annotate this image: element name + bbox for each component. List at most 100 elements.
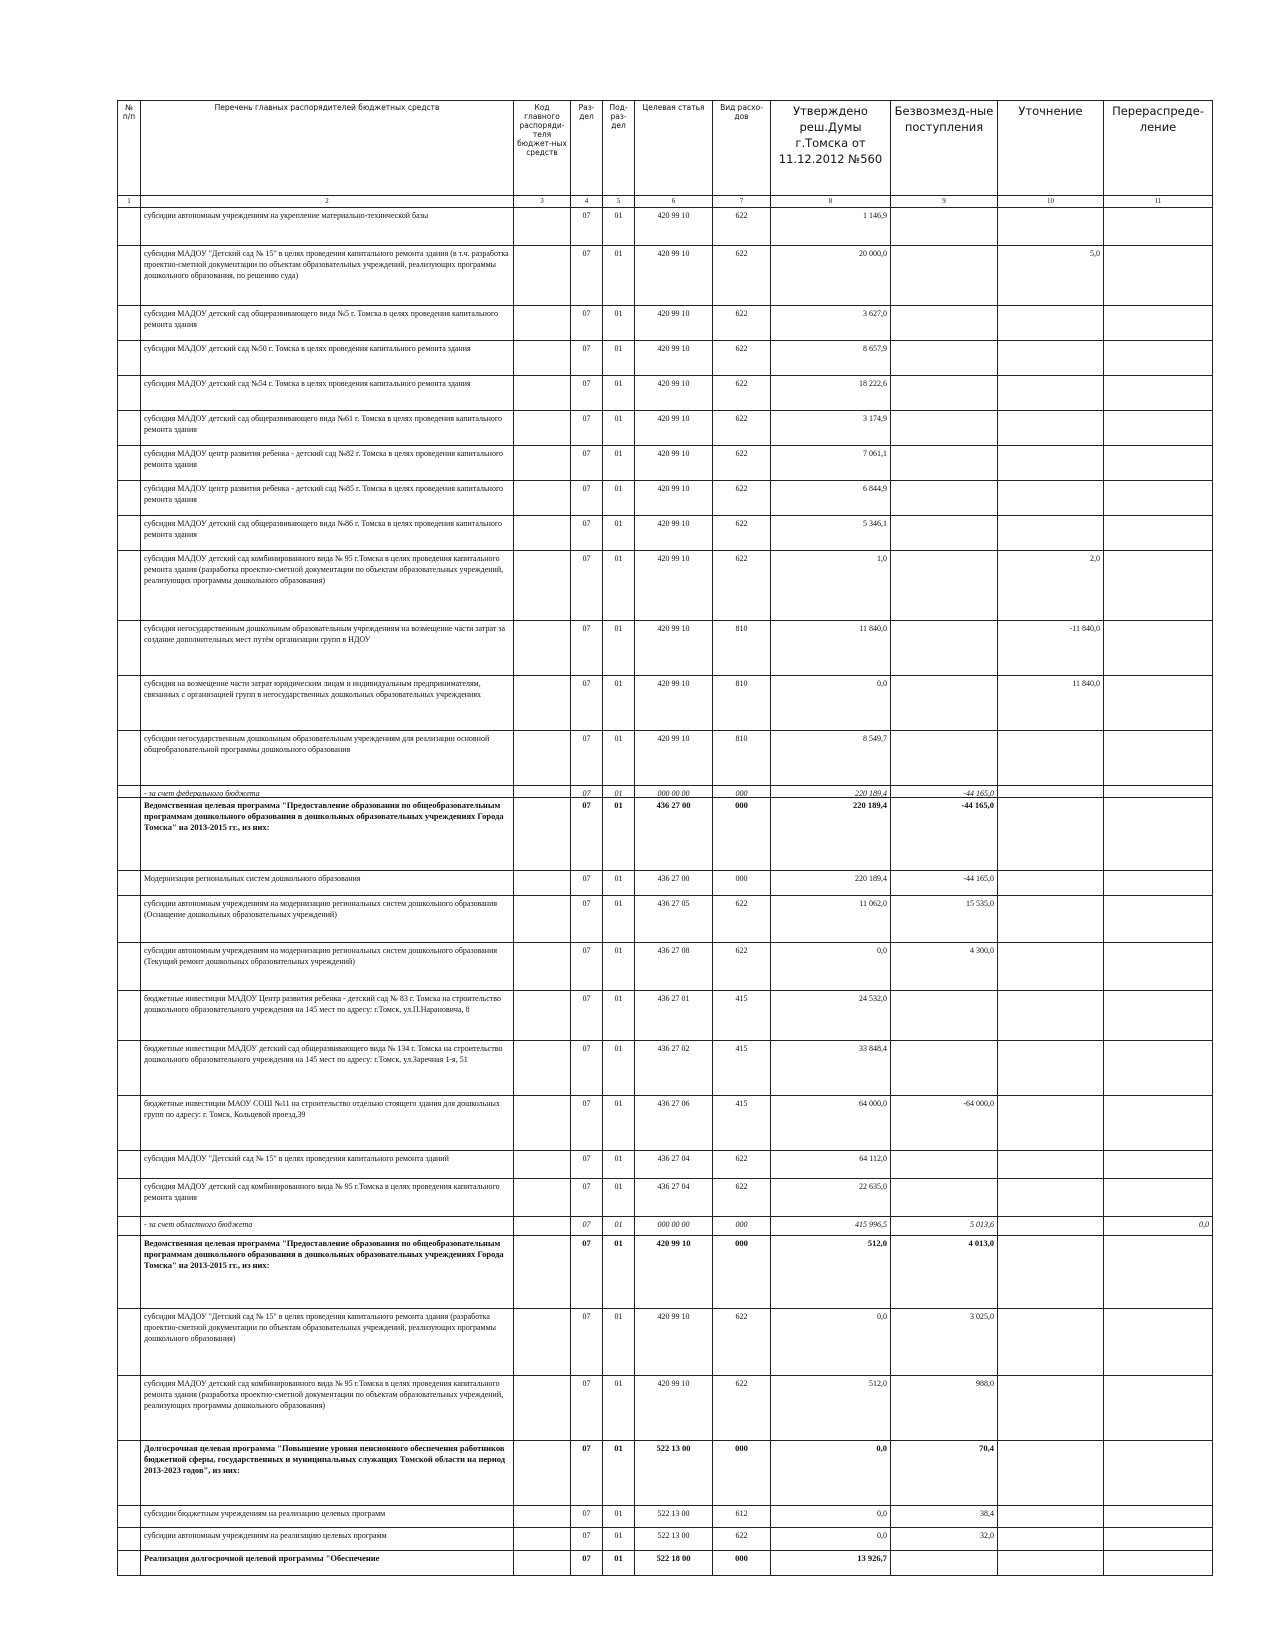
empty-cell bbox=[890, 730, 998, 786]
empty-cell bbox=[117, 990, 141, 1041]
empty-cell bbox=[117, 1150, 141, 1179]
cell-value: 436 27 02 bbox=[634, 1040, 713, 1096]
cell-value: 522 18 00 bbox=[634, 1550, 713, 1576]
cell-value: 01 bbox=[602, 1178, 635, 1217]
cell-value: 5,0 bbox=[997, 245, 1104, 306]
empty-cell bbox=[997, 445, 1104, 481]
cell-value: 01 bbox=[602, 990, 635, 1041]
cell-value: 01 bbox=[602, 1308, 635, 1376]
cell-value: 13 926,7 bbox=[770, 1550, 891, 1576]
empty-cell bbox=[513, 895, 571, 943]
cell-value: 622 bbox=[712, 550, 771, 621]
cell-value: 07 bbox=[570, 1550, 603, 1576]
cell-value: 000 00 00 bbox=[634, 1216, 713, 1236]
column-header: Перечень главных распорядителей бюджетны… bbox=[140, 100, 514, 196]
column-header: Перераспреде-ление bbox=[1103, 100, 1213, 196]
cell-value: 0,0 bbox=[770, 1527, 891, 1551]
cell-value: 11 840,0 bbox=[997, 675, 1104, 731]
empty-cell bbox=[890, 1040, 998, 1096]
empty-cell bbox=[997, 1527, 1104, 1551]
empty-cell bbox=[117, 207, 141, 246]
row-name: субсидия МАДОУ детский сад комбинированн… bbox=[140, 1375, 514, 1441]
cell-value: 4 300,0 bbox=[890, 942, 998, 991]
cell-value: 01 bbox=[602, 207, 635, 246]
empty-cell bbox=[1103, 207, 1213, 246]
empty-cell bbox=[117, 675, 141, 731]
row-name: субсидии автономным учреждениям на модер… bbox=[140, 942, 514, 991]
cell-value: 522 13 00 bbox=[634, 1440, 713, 1506]
cell-value: 220 189,4 bbox=[770, 797, 891, 871]
empty-cell bbox=[513, 245, 571, 306]
row-name: субсидия МАДОУ детский сад комбинированн… bbox=[140, 1178, 514, 1217]
cell-value: 622 bbox=[712, 1150, 771, 1179]
empty-cell bbox=[997, 1178, 1104, 1217]
row-name: Долгосрочная целевая программа "Повышени… bbox=[140, 1440, 514, 1506]
cell-value: 622 bbox=[712, 305, 771, 341]
cell-value: 7 061,1 bbox=[770, 445, 891, 481]
empty-cell bbox=[513, 797, 571, 871]
row-name: Ведомственная целевая программа "Предост… bbox=[140, 797, 514, 871]
row-name: субсидии автономным учреждениям на реали… bbox=[140, 1527, 514, 1551]
cell-value: 8 657,9 bbox=[770, 340, 891, 376]
cell-value: 01 bbox=[602, 410, 635, 446]
empty-cell bbox=[117, 1505, 141, 1528]
row-name: субсидии негосударственным дошкольным об… bbox=[140, 730, 514, 786]
cell-value: 3 627,0 bbox=[770, 305, 891, 341]
cell-value: 415 bbox=[712, 1095, 771, 1151]
empty-cell bbox=[890, 1178, 998, 1217]
empty-cell bbox=[890, 1550, 998, 1576]
cell-value: 622 bbox=[712, 1178, 771, 1217]
empty-cell bbox=[513, 1308, 571, 1376]
empty-cell bbox=[513, 410, 571, 446]
empty-cell bbox=[890, 207, 998, 246]
empty-cell bbox=[513, 1505, 571, 1528]
empty-cell bbox=[513, 730, 571, 786]
empty-cell bbox=[513, 1095, 571, 1151]
cell-value: 70,4 bbox=[890, 1440, 998, 1506]
empty-cell bbox=[117, 1550, 141, 1576]
empty-cell bbox=[1103, 730, 1213, 786]
cell-value: 07 bbox=[570, 870, 603, 896]
cell-value: 810 bbox=[712, 620, 771, 676]
cell-value: 420 99 10 bbox=[634, 515, 713, 551]
row-name: бюджетные инвестиции МАОУ СОШ №11 на стр… bbox=[140, 1095, 514, 1151]
empty-cell bbox=[890, 340, 998, 376]
column-header: Вид расхо-дов bbox=[712, 100, 771, 196]
cell-value: 810 bbox=[712, 675, 771, 731]
empty-cell bbox=[997, 207, 1104, 246]
cell-value: 20 000,0 bbox=[770, 245, 891, 306]
row-name: субсидия на возмещение части затрат юрид… bbox=[140, 675, 514, 731]
cell-value: 01 bbox=[602, 1550, 635, 1576]
cell-value: 0,0 bbox=[770, 675, 891, 731]
cell-value: 622 bbox=[712, 375, 771, 411]
empty-cell bbox=[1103, 1095, 1213, 1151]
cell-value: 415 bbox=[712, 1040, 771, 1096]
cell-value: 01 bbox=[602, 515, 635, 551]
cell-value: 415 996,5 bbox=[770, 1216, 891, 1236]
cell-value: 4 013,0 bbox=[890, 1235, 998, 1309]
empty-cell bbox=[117, 1095, 141, 1151]
cell-value: 415 bbox=[712, 990, 771, 1041]
cell-value: 24 532,0 bbox=[770, 990, 891, 1041]
cell-value: 622 bbox=[712, 1375, 771, 1441]
row-name: субсидия МАДОУ детский сад общеразвивающ… bbox=[140, 305, 514, 341]
empty-cell bbox=[117, 550, 141, 621]
cell-value: 3 174,9 bbox=[770, 410, 891, 446]
cell-value: 07 bbox=[570, 340, 603, 376]
cell-value: 2,0 bbox=[997, 550, 1104, 621]
empty-cell bbox=[117, 245, 141, 306]
cell-value: 436 27 04 bbox=[634, 1178, 713, 1217]
empty-cell bbox=[513, 375, 571, 411]
cell-value: 0,0 bbox=[770, 1505, 891, 1528]
cell-value: 07 bbox=[570, 1440, 603, 1506]
cell-value: 436 27 00 bbox=[634, 870, 713, 896]
empty-cell bbox=[997, 480, 1104, 516]
empty-cell bbox=[117, 375, 141, 411]
row-name: субсидия МАДОУ детский сад комбинированн… bbox=[140, 550, 514, 621]
cell-value: 01 bbox=[602, 1505, 635, 1528]
empty-cell bbox=[997, 305, 1104, 341]
cell-value: 622 bbox=[712, 245, 771, 306]
cell-value: 01 bbox=[602, 675, 635, 731]
empty-cell bbox=[513, 1235, 571, 1309]
cell-value: 07 bbox=[570, 1095, 603, 1151]
